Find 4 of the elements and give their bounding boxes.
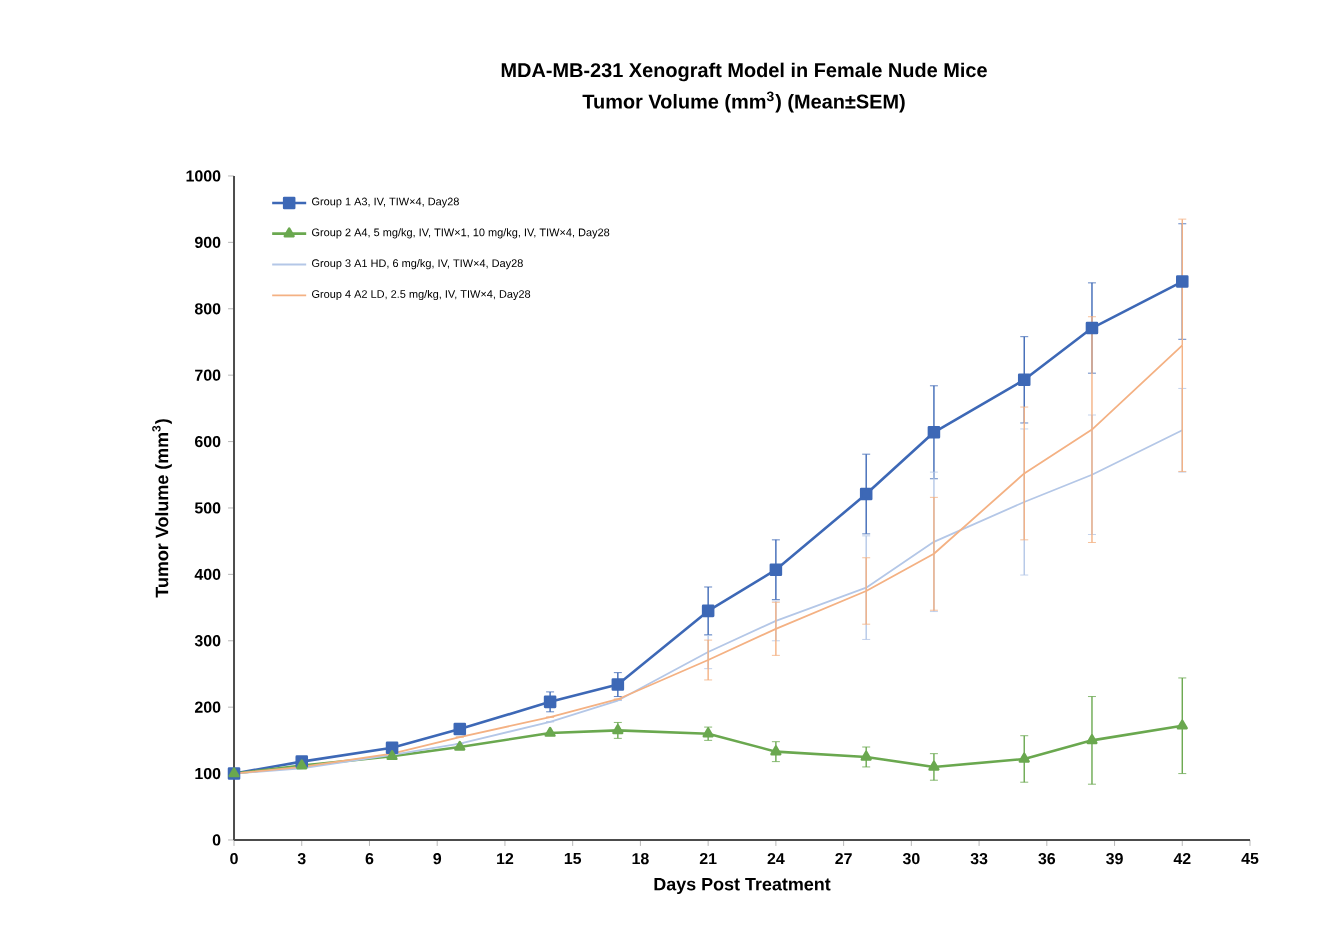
x-axis-title: Days Post Treatment: [654, 877, 831, 895]
chart-title: MDA-MB-231 Xenograft Model in Female Nude Mice: [501, 62, 987, 82]
y-axis-title: Tumor Volume (mm$^{3}$): [152, 419, 172, 598]
chart-subtitle: Tumor Volume (mm$^{3}$) (Mean±SEM): [582, 91, 905, 113]
